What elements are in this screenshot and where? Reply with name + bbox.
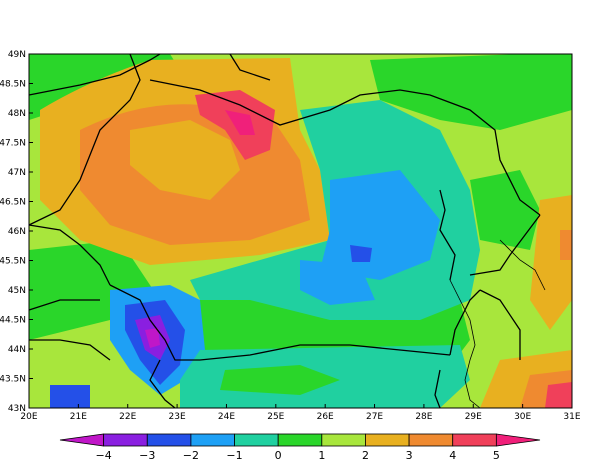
x-tick-label: 30E <box>514 412 531 422</box>
x-tick-label: 27E <box>366 412 383 422</box>
y-tick-label: 44N <box>8 345 26 355</box>
colorbar-segment <box>321 433 366 447</box>
colorbar-label: 1 <box>318 449 325 462</box>
colorbar-label: 5 <box>493 449 500 462</box>
coastline <box>449 239 546 409</box>
colorbar-segment <box>103 433 148 447</box>
colorbar-label: −4 <box>96 449 112 462</box>
colorbar: −4 −3 −2 −1 0 1 2 3 4 5 <box>59 433 541 462</box>
y-tick-label: 46N <box>8 227 26 237</box>
x-axis-ticks: 20E 21E 22E 23E 24E 25E 26E 27E 28E 29E 30E 31E <box>20 404 581 422</box>
colorbar-segment <box>277 433 323 447</box>
colorbar-segment <box>190 433 235 447</box>
colorbar-segment <box>408 433 454 447</box>
y-tick-label: 49N <box>8 50 26 60</box>
x-tick-label: 22E <box>119 412 136 422</box>
colorbar-segment <box>365 433 410 447</box>
y-tick-label: 43N <box>8 404 26 414</box>
y-tick-label: 48N <box>8 109 26 119</box>
y-axis-ticks: 49N 48.5N 48N 47.5N 47N 46.5N 46N 45.5N 45N 44.5N… <box>0 50 33 414</box>
colorbar-label: −1 <box>226 449 242 462</box>
colorbar-segment <box>234 433 279 447</box>
y-tick-label: 47.5N <box>0 139 26 149</box>
x-tick-label: 24E <box>218 412 235 422</box>
y-tick-label: 48.5N <box>0 80 26 90</box>
colorbar-segment <box>59 433 105 447</box>
y-tick-label: 46.5N <box>0 198 26 208</box>
x-tick-label: 29E <box>465 412 482 422</box>
y-tick-label: 47N <box>8 168 26 178</box>
x-tick-label: 28E <box>415 412 432 422</box>
colorbar-segment <box>495 433 541 447</box>
country-borders <box>28 53 541 409</box>
colorbar-segment <box>452 433 497 447</box>
x-tick-label: 21E <box>70 412 87 422</box>
y-tick-label: 44.5N <box>0 316 26 326</box>
colorbar-label: 2 <box>362 449 369 462</box>
colorbar-label: 4 <box>449 449 456 462</box>
x-tick-label: 26E <box>317 412 334 422</box>
y-tick-label: 43.5N <box>0 375 26 385</box>
colorbar-label: 0 <box>275 449 282 462</box>
y-tick-label: 45N <box>8 286 26 296</box>
x-tick-label: 25E <box>267 412 284 422</box>
colorbar-label: −2 <box>183 449 199 462</box>
x-tick-label: 23E <box>169 412 186 422</box>
y-tick-label: 45.5N <box>0 257 26 267</box>
colorbar-label: 3 <box>406 449 413 462</box>
colorbar-segment <box>146 433 192 447</box>
x-tick-label: 31E <box>563 412 580 422</box>
colorbar-label: −3 <box>139 449 155 462</box>
x-tick-label: 20E <box>20 412 37 422</box>
anomaly-field <box>29 54 572 408</box>
